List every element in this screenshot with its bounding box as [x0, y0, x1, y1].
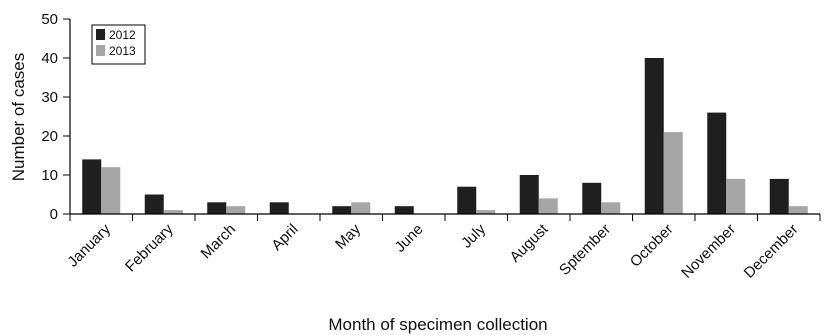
x-tick-label-sptember: Sptember	[556, 221, 614, 279]
bar-2012-october	[644, 58, 664, 214]
bar-2013-january	[101, 167, 121, 214]
legend: 2012 2013	[91, 24, 146, 65]
x-tick-label-july: July	[458, 220, 489, 251]
bar-2013-july	[476, 210, 496, 214]
y-ticks: 0 10 20 30 40 50	[41, 11, 70, 223]
bar-2012-april	[269, 202, 289, 214]
bar-2013-october	[663, 132, 683, 214]
x-tick-label-august: August	[507, 220, 553, 266]
x-tick-label-april: April	[268, 221, 301, 254]
bar-2012-november	[707, 112, 727, 214]
x-tick-label-june: June	[392, 221, 427, 256]
bar-2012-december	[769, 178, 789, 214]
bar-2013-august	[538, 198, 558, 214]
bar-2012-august	[519, 175, 539, 214]
bar-2012-may	[332, 206, 352, 214]
x-axis-title: Month of specimen collection	[328, 315, 547, 334]
bar-2012-january	[82, 159, 102, 214]
x-tick-label-december: December	[741, 221, 802, 282]
y-axis-title: Number of cases	[9, 53, 28, 182]
y-tick-label-0: 0	[50, 206, 58, 223]
bar-2013-sptember	[601, 202, 621, 214]
bars-group	[82, 58, 808, 214]
y-tick-label-30: 30	[41, 89, 58, 106]
bar-2013-december	[788, 206, 808, 214]
bar-2012-sptember	[582, 182, 602, 214]
legend-label-2013: 2013	[109, 44, 136, 58]
y-tick-label-40: 40	[41, 50, 58, 67]
x-tick-label-may: May	[332, 220, 364, 252]
x-tick-label-february: February	[122, 220, 177, 275]
x-ticks: January February March April May June July Augu…	[64, 214, 821, 282]
x-tick-label-january: January	[64, 220, 114, 270]
y-tick-label-50: 50	[41, 11, 58, 28]
y-tick-label-20: 20	[41, 128, 58, 145]
bar-2013-february	[163, 210, 183, 214]
bar-2012-june	[394, 206, 414, 214]
bar-2012-march	[207, 202, 227, 214]
bar-2013-november	[726, 178, 746, 214]
x-tick-label-october: October	[627, 221, 677, 271]
bar-2012-february	[144, 194, 164, 214]
x-tick-label-march: March	[198, 221, 239, 262]
legend-swatch-2013	[96, 45, 105, 56]
bar-2013-march	[226, 206, 246, 214]
bar-2012-july	[457, 186, 477, 214]
legend-label-2012: 2012	[109, 28, 136, 42]
x-tick-label-november: November	[678, 221, 739, 282]
y-tick-label-10: 10	[41, 167, 58, 184]
bar-2013-may	[351, 202, 371, 214]
legend-swatch-2012	[96, 29, 105, 40]
